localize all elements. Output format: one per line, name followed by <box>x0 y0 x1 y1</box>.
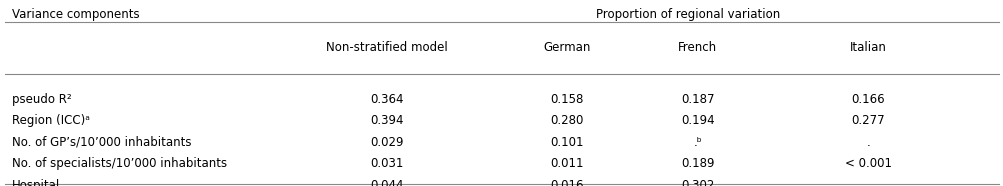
Text: .ᵇ: .ᵇ <box>693 136 701 149</box>
Text: 0.194: 0.194 <box>680 114 714 127</box>
Text: French: French <box>678 41 716 54</box>
Text: 0.302: 0.302 <box>680 179 714 186</box>
Text: 0.158: 0.158 <box>550 93 584 106</box>
Text: 0.364: 0.364 <box>369 93 403 106</box>
Text: Non-stratified model: Non-stratified model <box>325 41 447 54</box>
Text: Proportion of regional variation: Proportion of regional variation <box>595 8 779 21</box>
Text: Variance components: Variance components <box>12 8 139 21</box>
Text: Hospital: Hospital <box>12 179 60 186</box>
Text: 0.044: 0.044 <box>369 179 403 186</box>
Text: Region (ICC)ᵃ: Region (ICC)ᵃ <box>12 114 90 127</box>
Text: No. of specialists/10’000 inhabitants: No. of specialists/10’000 inhabitants <box>12 157 227 170</box>
Text: 0.016: 0.016 <box>550 179 584 186</box>
Text: Italian: Italian <box>850 41 886 54</box>
Text: pseudo R²: pseudo R² <box>12 93 71 106</box>
Text: 0.011: 0.011 <box>550 157 584 170</box>
Text: .: . <box>866 136 870 149</box>
Text: German: German <box>543 41 591 54</box>
Text: 0.277: 0.277 <box>851 114 885 127</box>
Text: 0.029: 0.029 <box>369 136 403 149</box>
Text: 0.280: 0.280 <box>550 114 584 127</box>
Text: 0.166: 0.166 <box>851 93 885 106</box>
Text: .: . <box>866 179 870 186</box>
Text: 0.394: 0.394 <box>369 114 403 127</box>
Text: 0.189: 0.189 <box>680 157 714 170</box>
Text: < 0.001: < 0.001 <box>845 157 891 170</box>
Text: No. of GP’s/10’000 inhabitants: No. of GP’s/10’000 inhabitants <box>12 136 192 149</box>
Text: 0.187: 0.187 <box>680 93 714 106</box>
Text: 0.101: 0.101 <box>550 136 584 149</box>
Text: 0.031: 0.031 <box>369 157 403 170</box>
